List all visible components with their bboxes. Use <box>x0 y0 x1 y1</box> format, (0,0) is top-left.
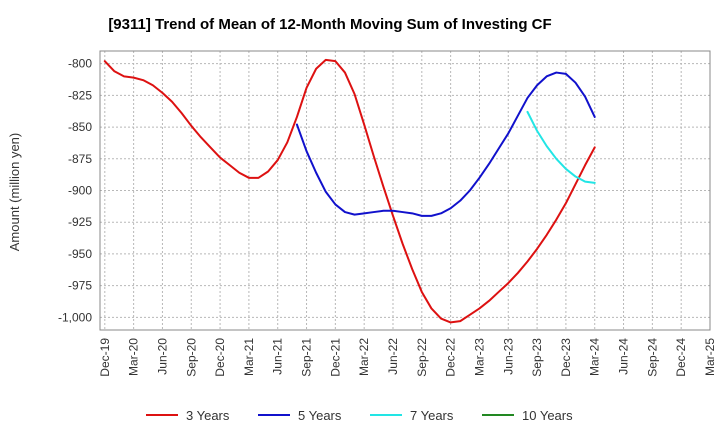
x-tick-label: Jun-23 <box>501 338 515 375</box>
y-tick-label: -925 <box>68 215 92 229</box>
x-tick-label: Mar-25 <box>703 338 717 376</box>
legend-label-3-years: 3 Years <box>186 408 230 423</box>
legend: 3 Years 5 Years 7 Years 10 Years <box>146 408 573 423</box>
legend-label-10-years: 10 Years <box>522 408 573 423</box>
x-tick-label: Dec-21 <box>328 338 342 377</box>
series-line-3-years <box>103 58 596 324</box>
x-tick-label: Mar-23 <box>472 338 486 376</box>
y-tick-label: -900 <box>68 184 92 198</box>
y-tick-label: -950 <box>68 247 92 261</box>
y-tick-label: -850 <box>68 120 92 134</box>
x-tick-label: Mar-24 <box>588 338 602 376</box>
x-tick-label: Sep-21 <box>300 338 314 377</box>
y-tick-label: -875 <box>68 152 92 166</box>
x-tick-label: Jun-21 <box>271 338 285 375</box>
y-axis-label: Amount (million yen) <box>7 133 22 252</box>
plot-area <box>99 50 711 331</box>
x-tick-label: Mar-20 <box>127 338 141 376</box>
legend-label-7-years: 7 Years <box>410 408 454 423</box>
series-line-5-years <box>295 71 596 217</box>
x-tick-label: Mar-21 <box>242 338 256 376</box>
x-tick-label: Dec-23 <box>559 338 573 377</box>
x-tick-label: Jun-20 <box>155 338 169 375</box>
x-tick-label: Dec-22 <box>444 338 458 377</box>
x-tick-label: Sep-24 <box>645 338 659 377</box>
y-tick-label: -975 <box>68 279 92 293</box>
x-tick-label: Dec-20 <box>213 338 227 377</box>
series-line-7-years <box>526 110 596 184</box>
x-tick-label: Sep-23 <box>530 338 544 377</box>
y-tick-label: -825 <box>68 88 92 102</box>
x-tick-label: Sep-22 <box>415 338 429 377</box>
x-tick-label: Jun-22 <box>386 338 400 375</box>
y-tick-label: -800 <box>68 57 92 71</box>
x-tick-label: Dec-19 <box>98 338 112 377</box>
y-tick-label: -1,000 <box>58 310 92 324</box>
x-tick-label: Mar-22 <box>357 338 371 376</box>
series-layer <box>103 58 596 324</box>
x-tick-label: Jun-24 <box>617 338 631 375</box>
x-tick-label: Dec-24 <box>674 338 688 377</box>
x-axis-ticks: Dec-19 Mar-20 Jun-20 Sep-20 Dec-20 Mar-21 Jun-… <box>98 338 717 377</box>
y-axis-ticks: -800 -825 -850 -875 -900 -925 -950 -975 -1,000 <box>58 57 92 325</box>
legend-label-5-years: 5 Years <box>298 408 342 423</box>
grid-layer <box>100 51 711 330</box>
chart-title: [9311] Trend of Mean of 12-Month Moving … <box>108 16 551 33</box>
x-tick-label: Sep-20 <box>184 338 198 377</box>
